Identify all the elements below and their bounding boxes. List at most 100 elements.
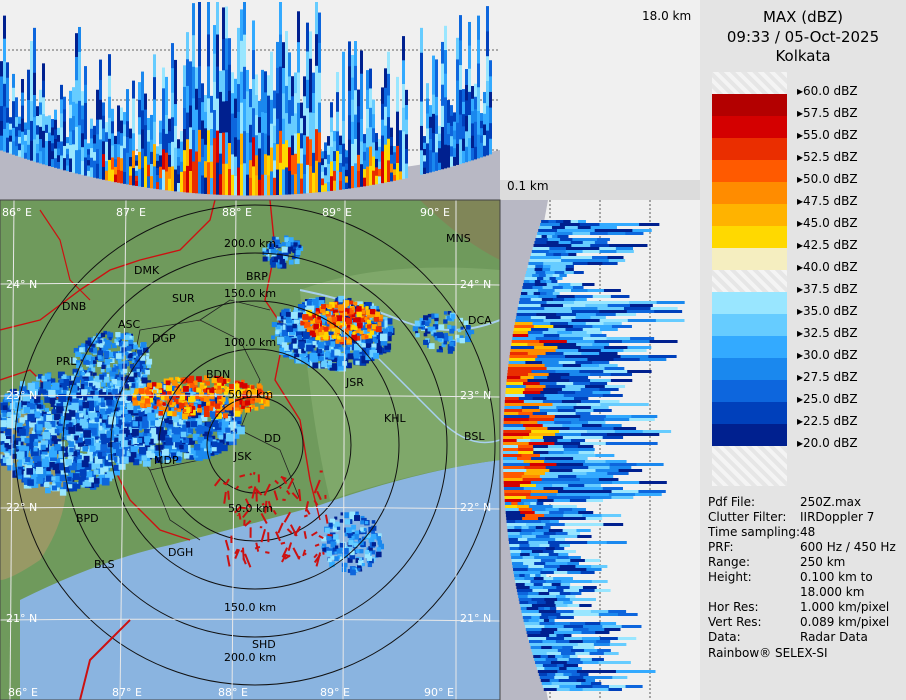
range-label: 100.0 km (224, 336, 277, 349)
legend-label: ▸50.0 dBZ (797, 172, 858, 186)
legend-label: ▸27.5 dBZ (797, 370, 858, 384)
station-name: Kolkata (775, 47, 831, 65)
legend-swatch (712, 226, 787, 248)
legend-swatch (712, 94, 787, 116)
legend-label: ▸40.0 dBZ (797, 260, 858, 274)
height-bottom-label: 0.1 km (507, 179, 549, 193)
city-label: SHD (252, 638, 276, 651)
lat-label-left: 22° N (6, 501, 38, 514)
city-label: BDN (206, 368, 231, 381)
info-value: 18.000 km (800, 585, 865, 599)
range-label: 200.0 km (224, 237, 277, 250)
info-key: Vert Res: (708, 615, 762, 629)
product-title: MAX (dBZ) (762, 8, 844, 26)
legend-swatch (712, 314, 787, 336)
legend-swatch (712, 182, 787, 204)
city-label: DGH (168, 546, 194, 559)
datetime: 09:33 / 05-Oct-2025 (726, 28, 880, 46)
city-label: DNB (62, 300, 87, 313)
legend-label: ▸22.5 dBZ (797, 414, 858, 428)
city-label: BLS (94, 558, 115, 571)
legend-label: ▸57.5 dBZ (797, 106, 858, 120)
range-label: 200.0 km (224, 651, 277, 664)
info-value: 0.100 km to (800, 570, 873, 584)
lon-label-top: 89° E (322, 206, 352, 219)
range-label: 150.0 km (224, 287, 277, 300)
legend-swatch (712, 292, 787, 314)
legend-label: ▸45.0 dBZ (797, 216, 858, 230)
lat-label-left: 21° N (6, 612, 38, 625)
city-label: JSK (234, 450, 252, 463)
info-key: Range: (708, 555, 751, 569)
legend-swatch (712, 336, 787, 358)
lon-label-bottom: 88° E (218, 686, 248, 699)
info-value: 48 (800, 525, 816, 539)
lat-label-right: 22° N (460, 501, 492, 514)
lon-label-top: 86° E (2, 206, 32, 219)
legend-label: ▸32.5 dBZ (797, 326, 858, 340)
legend-label: ▸52.5 dBZ (797, 150, 858, 164)
legend-swatch (712, 72, 787, 94)
info-value: 250Z.max (800, 495, 862, 509)
lon-label-top: 90° E (420, 206, 450, 219)
legend-swatch (712, 446, 787, 486)
info-key: Height: (708, 570, 752, 584)
info-value: 1.000 km/pixel (800, 600, 890, 614)
ppi-map (0, 200, 500, 700)
lat-label-right: 21° N (460, 612, 492, 625)
info-key: Data: (708, 630, 741, 644)
lon-label-bottom: 87° E (112, 686, 142, 699)
city-label: SUR (172, 292, 195, 305)
height-top-label: 18.0 km (642, 9, 692, 23)
city-label: BSL (464, 430, 485, 443)
legend-swatch (712, 424, 787, 446)
lat-label-right: 24° N (460, 278, 492, 291)
lat-label-left: 23° N (6, 389, 38, 402)
legend-swatch (712, 358, 787, 380)
legend-swatch (712, 116, 787, 138)
legend-label: ▸25.0 dBZ (797, 392, 858, 406)
info-key: PRF: (708, 540, 734, 554)
corner-blank (500, 0, 700, 200)
city-label: DGP (152, 332, 176, 345)
legend-label: ▸47.5 dBZ (797, 194, 858, 208)
legend-swatch (712, 270, 787, 292)
range-label: 50.0 km (228, 502, 274, 515)
lon-label-bottom: 90° E (424, 686, 454, 699)
lon-label-bottom: 89° E (320, 686, 350, 699)
legend-swatch (712, 248, 787, 270)
city-label: BRP (246, 270, 268, 283)
info-value: 0.089 km/pixel (800, 615, 890, 629)
city-label: DCA (468, 314, 492, 327)
lon-label-bottom: 86° E (8, 686, 38, 699)
info-key: Hor Res: (708, 600, 759, 614)
legend-swatch (712, 380, 787, 402)
footer-credit: Rainbow® SELEX-SI (708, 646, 828, 660)
lat-label-right: 23° N (460, 389, 492, 402)
city-label: BPD (76, 512, 99, 525)
range-label: 150.0 km (224, 601, 277, 614)
info-value: Radar Data (800, 630, 868, 644)
city-label: MNS (446, 232, 471, 245)
info-key: Pdf File: (708, 495, 756, 509)
legend-swatch (712, 160, 787, 182)
legend-swatch (712, 138, 787, 160)
info-value: IIRDoppler 7 (800, 510, 875, 524)
lon-label-top: 88° E (222, 206, 252, 219)
legend-label: ▸35.0 dBZ (797, 304, 858, 318)
legend-label: ▸60.0 dBZ (797, 84, 858, 98)
info-key: Time sampling: (708, 525, 801, 539)
lat-label-left: 24° N (6, 278, 38, 291)
legend-label: ▸55.0 dBZ (797, 128, 858, 142)
legend-label: ▸42.5 dBZ (797, 238, 858, 252)
legend-label: ▸20.0 dBZ (797, 436, 858, 450)
city-label: DD (264, 432, 281, 445)
top-cross-section (0, 0, 500, 200)
info-value: 250 km (800, 555, 846, 569)
city-label: JSR (346, 376, 364, 389)
city-label: MDP (154, 454, 179, 467)
city-label: ASC (118, 318, 141, 331)
legend-swatch (712, 402, 787, 424)
legend-label: ▸30.0 dBZ (797, 348, 858, 362)
